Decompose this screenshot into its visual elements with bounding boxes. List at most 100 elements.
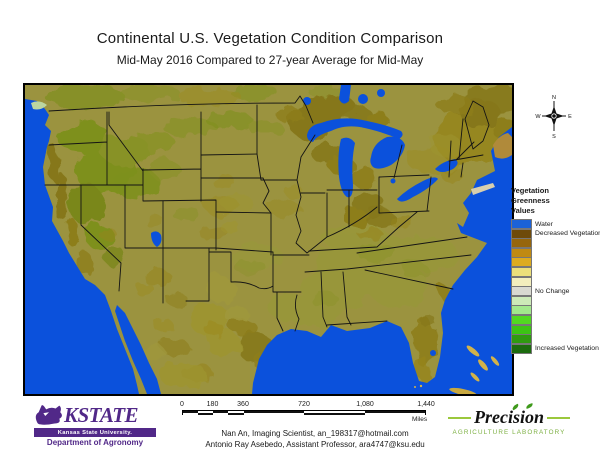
legend-label: Increased Vegetation — [535, 345, 599, 353]
map-canvas — [25, 85, 512, 394]
kstate-department-label: Department of Agronomy — [46, 438, 144, 447]
legend-swatch — [511, 276, 532, 287]
lake-superior — [307, 118, 403, 142]
compass-hub — [551, 113, 557, 119]
legend-swatch — [511, 314, 532, 325]
great-salt-lake — [151, 231, 162, 247]
legend-item — [511, 257, 599, 268]
legend-label: No Change — [535, 287, 570, 295]
kstate-wordmark: KSTATE — [64, 402, 139, 427]
lake-huron — [370, 136, 405, 169]
legend-swatch — [511, 343, 532, 354]
islands-layer — [31, 101, 512, 394]
legend-swatch — [511, 295, 532, 306]
scale-tick-label: 1,440 — [417, 401, 435, 408]
scale-segment — [183, 413, 199, 415]
state-borders-northeast — [426, 100, 490, 212]
bahamas-island — [470, 372, 480, 382]
scale-bar-row-bottom — [183, 413, 425, 415]
legend-item: Water — [511, 219, 599, 230]
precision-name-text: Precision — [474, 407, 544, 427]
compass-west-label: W — [535, 114, 541, 120]
legend-swatch — [511, 257, 532, 268]
legend-title-line: Vegetation — [511, 186, 549, 195]
florida-keys — [414, 386, 416, 388]
lake-erie — [397, 177, 438, 202]
scale-segment — [213, 411, 229, 413]
scale-bar: 0 180 360 720 1,080 1,440 Miles — [180, 401, 435, 427]
us-vegetation-map — [23, 83, 514, 396]
scale-segment — [243, 413, 304, 415]
lake-okeechobee — [430, 350, 436, 356]
cuba — [449, 387, 477, 394]
scale-bar-graphic — [182, 410, 426, 415]
bahamas-island — [466, 345, 480, 357]
scale-tick-label: 720 — [298, 401, 310, 408]
scale-segment — [304, 413, 365, 415]
legend-title-line: Greenness — [511, 195, 550, 205]
compass-rose: N S W E — [535, 95, 572, 140]
legend-item — [511, 295, 599, 306]
gulf-of-california — [115, 305, 161, 394]
legend-swatch — [511, 228, 532, 239]
legend-title-line: Values — [511, 205, 535, 215]
state-borders-south — [304, 211, 472, 328]
lake-michigan — [338, 137, 355, 198]
credit-line-2: Antonio Ray Asebedo, Assistant Professor… — [205, 440, 425, 450]
legend-item: Decreased Vegetation — [511, 228, 600, 239]
scale-bar-row-top — [183, 411, 425, 413]
legend-item — [511, 267, 599, 278]
lake-st-clair — [390, 178, 396, 184]
bahamas-island — [490, 356, 500, 366]
legend-item — [511, 314, 599, 325]
lake-ontario — [435, 159, 458, 172]
scale-segment — [304, 411, 365, 413]
atlantic-gulf — [252, 127, 512, 394]
nova-scotia — [493, 133, 512, 159]
legend-title: Vegetation Greenness Values — [511, 186, 599, 215]
page-title: Continental U.S. Vegetation Condition Co… — [96, 30, 444, 47]
powercat-icon — [35, 405, 62, 425]
scale-segment — [213, 413, 229, 415]
scale-segment — [183, 411, 199, 413]
credit-line-1: Nan An, Imaging Scientist, an_198317@hot… — [221, 429, 409, 438]
page-subtitle: Mid-May 2016 Compared to 27-year Average… — [116, 53, 424, 67]
kstate-logo-top: KSTATE — [34, 403, 156, 427]
ocean-layer — [25, 85, 512, 394]
compass-south-label: S — [552, 134, 556, 140]
scale-tick-label: 1,080 — [356, 401, 374, 408]
canada-border — [48, 95, 314, 124]
bahamas-island — [478, 359, 488, 371]
legend-swatch — [511, 247, 532, 258]
legend-swatch — [511, 238, 532, 249]
pacific-ocean — [25, 99, 139, 394]
legend-item — [511, 305, 599, 316]
right-rule — [547, 417, 570, 419]
scale-segment — [364, 413, 425, 415]
legend-swatch — [511, 305, 532, 316]
legend-item: No Change — [511, 286, 599, 297]
long-island — [471, 183, 495, 195]
scale-segment — [364, 411, 425, 413]
credits: Nan An, Imaging Scientist, an_198317@hot… — [150, 428, 480, 450]
legend-label: Decreased Vegetation — [535, 230, 600, 238]
canadian-lake — [377, 89, 385, 97]
florida-keys — [419, 384, 423, 388]
scale-bar-labels: 0 180 360 720 1,080 1,440 — [180, 401, 435, 410]
precision-wordmark: Precision — [474, 403, 544, 428]
legend-swatch — [511, 267, 532, 278]
scale-segment — [228, 411, 244, 413]
legend-swatch — [511, 219, 532, 230]
lake-nipigon — [358, 94, 368, 104]
precision-lab-logo: Precision AGRICULTURE LABORATORY — [448, 403, 570, 436]
scale-tick-label: 360 — [237, 401, 249, 408]
compass-north-label: N — [552, 95, 556, 101]
scale-segment — [228, 413, 244, 415]
compass-east-label: E — [568, 114, 572, 120]
legend-item — [511, 238, 599, 249]
precision-logo-row: Precision — [448, 403, 570, 428]
legend-swatch — [511, 324, 532, 335]
state-borders-west — [44, 111, 310, 332]
scale-unit-label: Miles — [412, 416, 428, 423]
